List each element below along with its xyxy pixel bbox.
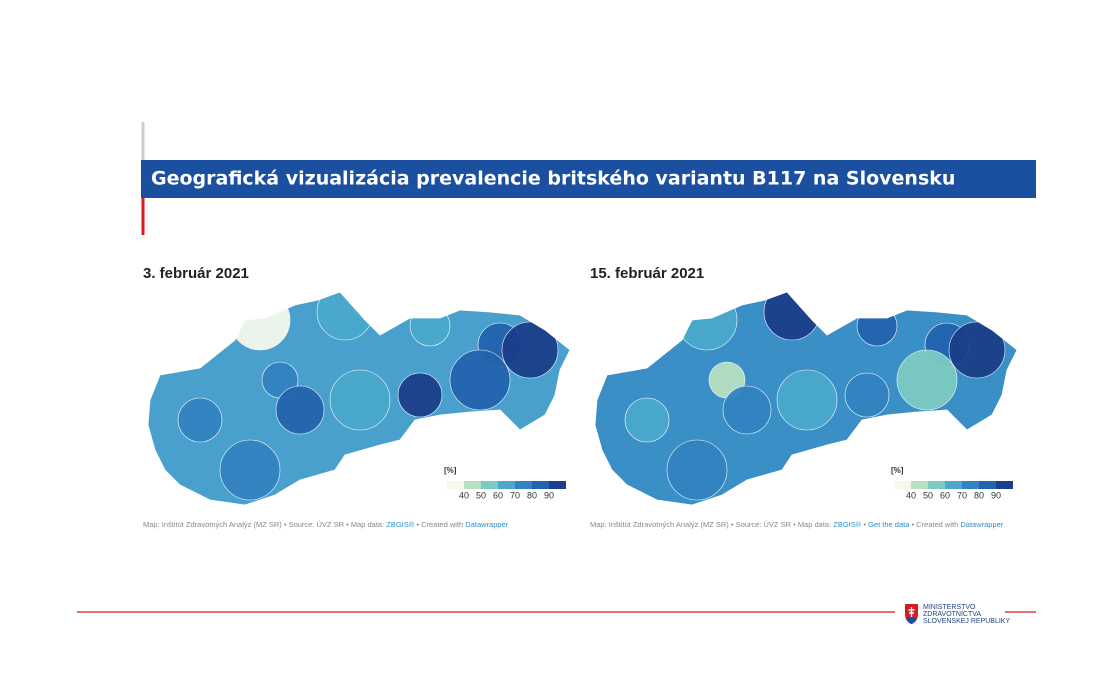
logo-line: MINISTERSTVO	[923, 604, 976, 611]
legend-tick: 50	[923, 490, 933, 500]
legend-tick: 60	[493, 490, 503, 500]
legend-swatch	[481, 481, 498, 489]
legend-tick: 40	[906, 490, 916, 500]
district	[844, 372, 890, 418]
legend-tick: 50	[476, 490, 486, 500]
legend-swatch	[911, 481, 928, 489]
legend-tick: 60	[940, 490, 950, 500]
map-date: 15. február 2021	[590, 265, 704, 282]
credit-link: ZBGIS®	[833, 520, 862, 529]
legend-swatch	[979, 481, 996, 489]
legend-swatch	[996, 481, 1013, 489]
legend-swatch	[945, 481, 962, 489]
credit-link: Get the data	[868, 520, 910, 529]
credit-text: Map: Inštitút Zdravotných Analýz (MZ SR)…	[143, 520, 386, 529]
logo-line: ZDRAVOTNÍCTVA	[923, 609, 981, 618]
map-credit: Map: Inštitút Zdravotných Analýz (MZ SR)…	[143, 520, 509, 529]
legend-swatch	[447, 481, 464, 489]
district	[329, 369, 391, 431]
legend-tick: 40	[459, 490, 469, 500]
legend-tick: 70	[957, 490, 967, 500]
credit-text: • Created with	[909, 520, 960, 529]
credit-link: ZBGIS®	[386, 520, 415, 529]
credit-text: Map: Inštitút Zdravotných Analýz (MZ SR)…	[590, 520, 833, 529]
district	[776, 369, 838, 431]
legend-unit: [%]	[891, 466, 904, 475]
region-map	[595, 292, 1017, 505]
legend-tick: 90	[544, 490, 554, 500]
logo-line: SLOVENSKEJ REPUBLIKY	[923, 618, 1010, 625]
title-bar	[141, 160, 1036, 198]
credit-link: Datawrapper	[960, 520, 1003, 529]
credit-link: Datawrapper	[465, 520, 508, 529]
legend-swatch	[464, 481, 481, 489]
district	[666, 439, 728, 501]
credit-text: •	[861, 520, 868, 529]
map-date: 3. február 2021	[143, 265, 249, 282]
legend-tick: 70	[510, 490, 520, 500]
legend-tick: 80	[527, 490, 537, 500]
legend-swatch	[962, 481, 979, 489]
district	[896, 349, 958, 411]
district	[275, 385, 325, 435]
district	[501, 321, 559, 379]
legend-swatch	[532, 481, 549, 489]
district	[397, 372, 443, 418]
legend-swatch	[549, 481, 566, 489]
district	[624, 397, 670, 443]
legend-swatch	[894, 481, 911, 489]
district	[948, 321, 1006, 379]
logo-shield	[905, 604, 918, 624]
slide-title: Geografická vizualizácia prevalencie bri…	[151, 168, 955, 190]
district	[722, 385, 772, 435]
legend-unit: [%]	[444, 466, 457, 475]
legend-swatch	[515, 481, 532, 489]
map-credit: Map: Inštitút Zdravotných Analýz (MZ SR)…	[590, 520, 1004, 529]
map-panel: 15. február 2021 [%] 40 50 60 70 80 90 Map: Inšt…	[590, 265, 1018, 529]
district	[449, 349, 511, 411]
district	[219, 439, 281, 501]
credit-text: • Created with	[414, 520, 465, 529]
legend-tick: 80	[974, 490, 984, 500]
legend-swatch	[928, 481, 945, 489]
legend-swatch	[498, 481, 515, 489]
district	[177, 397, 223, 443]
legend-tick: 90	[991, 490, 1001, 500]
